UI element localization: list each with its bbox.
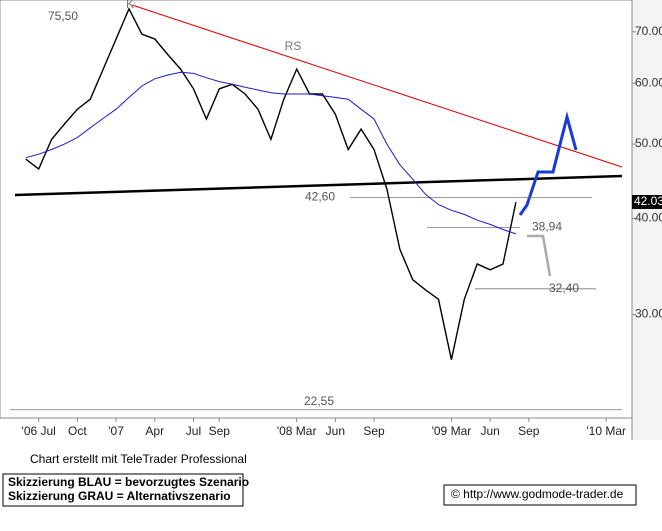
- x-tick-label: '09 Mar: [432, 424, 472, 438]
- x-tick-label: '08 Mar: [277, 424, 317, 438]
- y-tick-label: 50.00: [635, 136, 662, 150]
- x-tick-label: '07: [108, 424, 124, 438]
- blue-scenario: [518, 111, 578, 216]
- legend-text: Skizzierung BLAU = bevorzugtes Szenario: [8, 475, 249, 489]
- annotation: RS: [285, 39, 302, 53]
- x-tick-label: Jun: [480, 424, 499, 438]
- legend-text: Skizzierung GRAU = Alternativszenario: [8, 489, 231, 503]
- source: © http://www.godmode-trader.de: [451, 487, 624, 501]
- annotation: K: [126, 0, 134, 11]
- level-label: 42,60: [305, 190, 335, 204]
- x-tick-label: Sep: [209, 424, 231, 438]
- last-price-box: [632, 195, 662, 210]
- price-line: [25, 7, 517, 360]
- plot-area: [0, 0, 633, 419]
- x-tick-label: Sep: [518, 424, 540, 438]
- x-tick-label: Oct: [68, 424, 87, 438]
- level-label: 38,94: [532, 220, 562, 234]
- x-tick-label: Sep: [363, 424, 385, 438]
- moving-average: [25, 71, 517, 235]
- x-tick-label: Apr: [145, 424, 164, 438]
- y-tick-label: 30.00: [635, 307, 662, 321]
- gray-scenario: [527, 234, 552, 277]
- x-tick-label: '06 Jul: [22, 424, 56, 438]
- y-tick-label: 40.00: [635, 211, 662, 225]
- source-box: [443, 484, 637, 506]
- level-label: 22,55: [304, 394, 334, 408]
- resistance-trendline: [131, 4, 623, 168]
- x-tick-label: Jul: [186, 424, 201, 438]
- x-tick-label: '10 Mar: [586, 424, 626, 438]
- credit: Chart erstellt mit TeleTrader Profession…: [30, 452, 247, 466]
- support-line: [14, 174, 623, 197]
- x-tick-label: Jun: [326, 424, 345, 438]
- y-tick-label: 70.00: [635, 24, 662, 38]
- legend-box: [2, 473, 244, 507]
- level-label: 75,50: [48, 9, 78, 23]
- y-axis-area: [632, 0, 662, 440]
- y-tick-label: 60.00: [635, 75, 662, 89]
- level-label: 32,40: [549, 281, 579, 295]
- last-price: 42.03: [634, 194, 662, 208]
